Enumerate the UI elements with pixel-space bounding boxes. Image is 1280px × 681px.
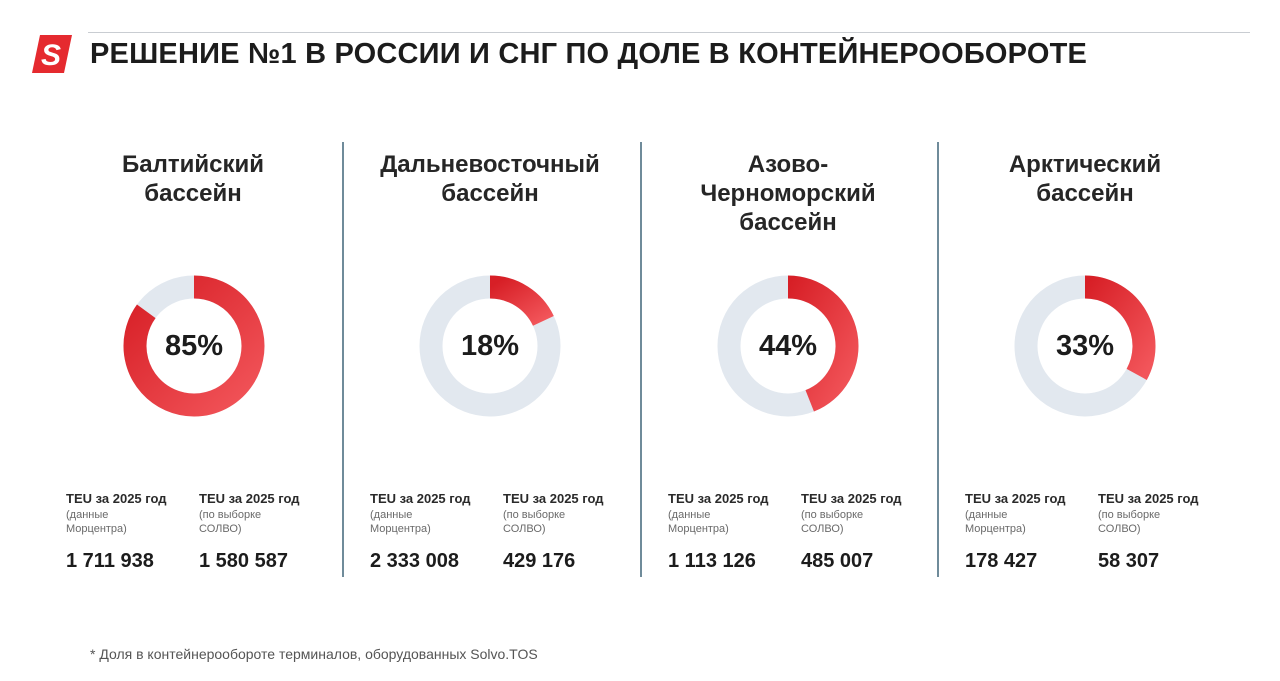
stat-value: 1 711 938 [66, 550, 154, 572]
basin-baltic: Балтийский бассейн 85% TEU за 2025 год (… [48, 140, 338, 580]
basin-far-east: Дальневосточный бассейн 18% TEU за 2025 … [345, 140, 635, 580]
column-divider [640, 142, 642, 577]
solvo-logo-icon: S [32, 35, 72, 73]
donut-arc-33 [1084, 275, 1156, 380]
donut-arc-18 [489, 275, 554, 327]
stat-morcenter: TEU за 2025 год (данные Морцентра) 1 711… [66, 491, 167, 572]
donut-percent-label: 85% [164, 329, 224, 362]
stat-morcenter: TEU за 2025 год (данные Морцентра) 2 333… [370, 491, 471, 572]
donut-chart: 18% [419, 275, 561, 417]
donut-percent-label: 18% [460, 329, 520, 362]
stat-value: 1 580 587 [199, 550, 288, 572]
column-divider [937, 142, 939, 577]
top-rule [88, 32, 1250, 33]
stat-value: 485 007 [801, 550, 874, 572]
basin-title: Балтийский бассейн [122, 151, 264, 207]
footnote: * Доля в контейнерообороте терминалов, о… [90, 646, 538, 662]
column-divider [342, 142, 344, 577]
basin-title: Дальневосточный бассейн [380, 151, 600, 207]
donut-percent-label: 33% [1055, 329, 1115, 362]
stat-value: 1 113 126 [668, 550, 756, 572]
svg-text:S: S [41, 39, 61, 72]
stat-solvo: TEU за 2025 год (по выборке СОЛВО) 429 1… [503, 491, 604, 572]
donut-chart: 44% [717, 275, 859, 417]
stat-value: 429 176 [503, 550, 576, 572]
stat-morcenter: TEU за 2025 год (данные Морцентра) 1 113… [668, 491, 769, 572]
basin-title: Азово- Черноморский бассейн [700, 151, 876, 236]
donut-chart: 33% [1014, 275, 1156, 417]
basin-azov-black-sea: Азово- Черноморский бассейн 44% TEU за 2… [643, 140, 933, 580]
donut-percent-label: 44% [758, 329, 818, 362]
stat-value: 58 307 [1098, 550, 1160, 572]
stat-solvo: TEU за 2025 год (по выборке СОЛВО) 485 0… [801, 491, 902, 572]
basin-arctic: Арктический бассейн 33% TEU за 2025 год … [940, 140, 1230, 580]
stat-solvo: TEU за 2025 год (по выборке СОЛВО) 1 580… [199, 491, 300, 572]
donut-chart: 85% [123, 275, 265, 417]
page-title: РЕШЕНИЕ №1 В РОССИИ И СНГ ПО ДОЛЕ В КОНТ… [90, 38, 1088, 70]
stat-value: 2 333 008 [370, 550, 459, 572]
donut-arc-85 [123, 275, 265, 417]
basin-title: Арктический бассейн [1008, 151, 1162, 207]
stat-morcenter: TEU за 2025 год (данные Морцентра) 178 4… [965, 491, 1066, 572]
stat-solvo: TEU за 2025 год (по выборке СОЛВО) 58 30… [1098, 491, 1199, 572]
stat-value: 178 427 [965, 550, 1038, 572]
donut-arc-44 [787, 275, 859, 412]
